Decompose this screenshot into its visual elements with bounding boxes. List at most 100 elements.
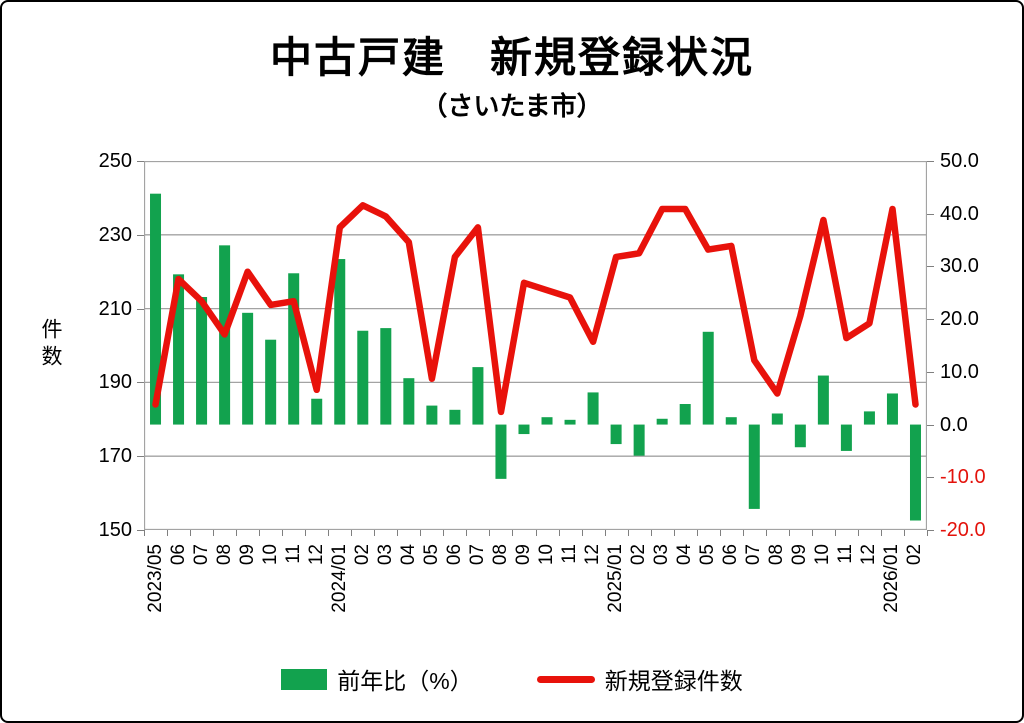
- yoy-bar: [748, 424, 760, 509]
- x-axis-tick: [466, 530, 468, 536]
- yoy-bar: [541, 417, 553, 425]
- legend: 前年比（%） 新規登録件数: [2, 662, 1022, 696]
- right-axis-tick-label: 40.0: [940, 202, 979, 225]
- x-axis-tick-label: 2023/05: [144, 544, 166, 613]
- x-axis-tick: [190, 530, 192, 536]
- x-axis-tick-label: 05: [420, 544, 442, 566]
- yoy-bar: [495, 424, 507, 479]
- yoy-bar: [610, 424, 622, 445]
- x-axis-tick: [282, 530, 284, 536]
- x-axis-tick: [374, 530, 376, 536]
- x-axis-tick-label: 10: [259, 544, 281, 566]
- x-axis-tick: [811, 530, 813, 536]
- right-axis-tick: [927, 319, 934, 321]
- x-axis-tick: [328, 530, 330, 536]
- yoy-bar: [357, 330, 369, 425]
- x-axis-tick-label: 06: [720, 544, 742, 566]
- x-axis-tick: [880, 530, 882, 536]
- x-axis-tick-label: 08: [489, 544, 511, 566]
- left-axis-tick-label: 150: [98, 519, 132, 541]
- yoy-bar: [909, 424, 921, 521]
- x-axis-tick-label: 11: [835, 544, 857, 564]
- legend-bar-label: 前年比（%）: [337, 668, 473, 694]
- yoy-bar: [150, 193, 162, 425]
- left-axis-tick-label: 250: [98, 150, 132, 172]
- x-axis-tick: [788, 530, 790, 536]
- x-axis-tick-label: 10: [536, 544, 557, 566]
- x-axis-tick-label: 11: [282, 544, 304, 564]
- x-axis-tick: [696, 530, 698, 536]
- x-axis-tick: [903, 530, 905, 536]
- x-axis-tick: [927, 530, 928, 536]
- x-axis-tick: [167, 530, 169, 536]
- x-axis-tick-label: 02: [628, 544, 650, 566]
- x-axis-tick: [650, 530, 652, 536]
- yoy-bar: [863, 411, 875, 425]
- x-axis-tick: [742, 530, 744, 536]
- yoy-bar: [886, 393, 898, 425]
- x-axis-tick: [351, 530, 353, 536]
- left-axis-tick-label: 170: [98, 445, 132, 468]
- yoy-bar: [840, 424, 852, 451]
- x-axis-tick: [558, 530, 560, 536]
- right-axis-tick-label: -10.0: [940, 466, 986, 489]
- x-axis-tick: [535, 530, 537, 536]
- legend-line-label: 新規登録件数: [604, 668, 743, 694]
- x-axis-tick: [236, 530, 238, 536]
- right-axis-tick: [927, 371, 934, 373]
- legend-bar-swatch-icon: [281, 668, 328, 690]
- right-axis-tick: [927, 477, 934, 479]
- right-axis-tick: [927, 424, 934, 426]
- x-axis-tick: [489, 530, 491, 536]
- x-axis-tick-label: 09: [236, 544, 258, 566]
- x-axis-tick-label: 08: [766, 544, 788, 566]
- yoy-bar: [656, 418, 668, 425]
- legend-item-yoy: 前年比（%）: [281, 662, 473, 696]
- yoy-bar: [403, 378, 415, 425]
- x-axis-tick-label: 07: [466, 544, 488, 566]
- left-axis-tick-label: 210: [98, 297, 132, 320]
- yoy-bar: [518, 424, 530, 435]
- x-axis-tick: [604, 530, 606, 536]
- x-axis-tick: [144, 530, 145, 536]
- left-axis-tick-label: 190: [98, 371, 132, 394]
- x-axis-tick-label: 07: [190, 544, 212, 566]
- x-axis-tick-label: 03: [651, 544, 673, 566]
- yoy-bar: [564, 419, 576, 425]
- yoy-bar: [380, 328, 392, 425]
- chart-subtitle: （さいたま市）: [421, 91, 603, 121]
- x-axis-tick: [581, 530, 583, 536]
- x-axis-tick: [443, 530, 445, 536]
- x-axis-tick-label: 03: [374, 544, 396, 566]
- x-axis-tick-label: 09: [512, 544, 534, 566]
- right-axis-tick-label: 30.0: [940, 255, 979, 278]
- yoy-bar: [725, 417, 737, 425]
- x-axis-tick-label: 12: [858, 544, 880, 566]
- left-axis-title: 件数: [39, 318, 62, 372]
- x-axis-tick-label: 06: [443, 544, 465, 566]
- x-axis-tick: [857, 530, 859, 536]
- left-axis-tick: [137, 530, 144, 531]
- x-axis-tick: [420, 530, 422, 536]
- x-axis-tick: [512, 530, 514, 536]
- right-axis-tick-label: 20.0: [940, 308, 979, 331]
- yoy-bar: [173, 274, 185, 425]
- right-axis-tick-label: 50.0: [940, 150, 979, 172]
- yoy-bar: [771, 413, 783, 425]
- x-axis-tick-label: 12: [582, 544, 604, 566]
- x-axis-tick-label: 07: [743, 544, 765, 566]
- x-axis-tick-label: 09: [789, 544, 811, 566]
- x-axis-tick-label: 02: [904, 544, 926, 566]
- right-axis-tick: [927, 530, 934, 531]
- right-axis-tick: [927, 213, 934, 215]
- chart-title: 中古戸建 新規登録状況: [269, 34, 754, 81]
- x-axis-tick-label: 04: [674, 544, 696, 566]
- x-axis-tick-label: 2025/01: [605, 544, 627, 613]
- plot-border: [143, 160, 928, 531]
- yoy-bar: [311, 398, 323, 425]
- plot-area: [143, 160, 928, 531]
- yoy-bar: [196, 297, 208, 425]
- x-axis-tick-label: 02: [351, 544, 373, 566]
- chart-svg: [143, 160, 928, 531]
